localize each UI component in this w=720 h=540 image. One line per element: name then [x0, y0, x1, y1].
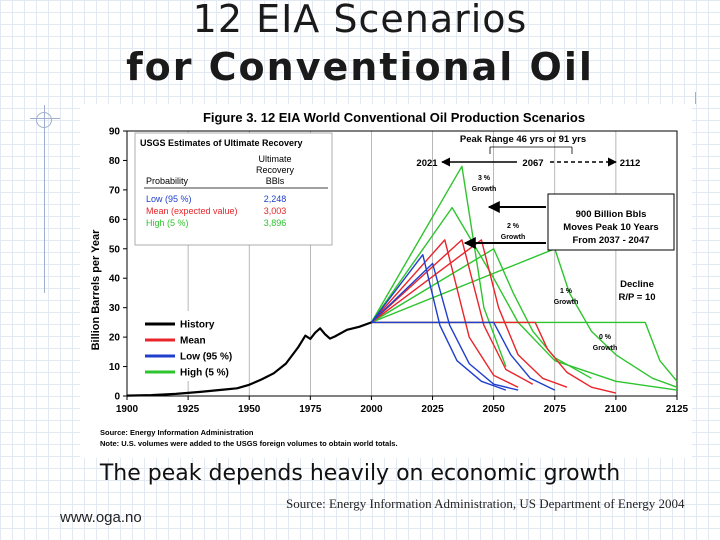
series-line-low — [370, 253, 507, 391]
peak-range-label: Peak Range 46 yrs or 91 yrs — [460, 134, 586, 145]
slide-title-line1: 12 EIA Scenarios — [192, 0, 528, 41]
annotation-box-text: 900 Billion Bbls — [576, 209, 647, 220]
legend-label: Mean — [180, 336, 206, 347]
x-tick-label: 2000 — [360, 404, 383, 415]
series-line-history — [126, 321, 372, 397]
legend-label: Low (95 %) — [180, 352, 232, 363]
y-tick-label: 50 — [109, 244, 121, 255]
usgs-row-value: 2,248 — [264, 194, 287, 204]
annotation-box-text: From 2037 - 2047 — [572, 235, 649, 246]
y-tick-label: 80 — [109, 156, 121, 167]
x-tick-label: 1900 — [116, 404, 139, 415]
growth-label: Growth — [501, 234, 526, 241]
chart-figure: Figure 3. 12 EIA World Conventional Oil … — [80, 104, 692, 458]
usgs-row-value: 3,896 — [264, 218, 287, 228]
chart-note: Note: U.S. volumes were added to the USG… — [100, 439, 398, 448]
y-tick-label: 0 — [114, 392, 120, 403]
x-tick-label: 1950 — [238, 404, 261, 415]
x-tick-label: 1975 — [299, 404, 322, 415]
growth-label: 2 % — [507, 223, 520, 230]
peak-year-label: 2067 — [522, 158, 543, 169]
x-tick-label: 1925 — [177, 404, 200, 415]
growth-label: Growth — [554, 299, 579, 306]
decor-circle — [36, 112, 52, 128]
slide-caption: The peak depends heavily on economic gro… — [99, 461, 621, 486]
decline-label: R/P = 10 — [618, 292, 655, 303]
usgs-table-box — [134, 132, 333, 246]
decor-line — [44, 105, 45, 293]
chart-title: Figure 3. 12 EIA World Conventional Oil … — [203, 110, 585, 125]
growth-label: Growth — [472, 186, 497, 193]
legend-label: High (5 %) — [180, 368, 229, 379]
growth-label: 1 % — [560, 288, 573, 295]
growth-label: 3 % — [478, 175, 491, 182]
y-tick-label: 20 — [109, 333, 121, 344]
usgs-col-header: Recovery — [256, 165, 295, 175]
y-axis-label: Billion Barrels per Year — [90, 229, 102, 351]
usgs-row-label: Mean (expected value) — [146, 206, 238, 216]
usgs-prob-header: Probability — [146, 176, 189, 186]
series-line-low — [371, 321, 556, 391]
y-tick-label: 10 — [109, 362, 121, 373]
usgs-table: USGS Estimates of Ultimate Recovery Ulti… — [134, 132, 333, 246]
usgs-row-label: Low (95 %) — [146, 194, 192, 204]
x-tick-label: 2050 — [483, 404, 506, 415]
usgs-col-header: Ultimate — [258, 154, 291, 164]
series-line-high — [371, 321, 678, 382]
x-tick-label: 2125 — [666, 404, 689, 415]
usgs-row-value: 3,003 — [264, 206, 287, 216]
chart-legend: History Mean Low (95 %) High (5 %) — [136, 311, 246, 381]
growth-label: Growth — [593, 345, 618, 352]
series-line-mean — [370, 239, 568, 388]
y-tick-label: 90 — [109, 127, 121, 138]
peak-year-label: 2112 — [620, 158, 641, 169]
plot-frame — [126, 130, 678, 397]
website-text: www.oga.no — [60, 509, 142, 526]
series-line-high — [371, 248, 678, 388]
usgs-table-title: USGS Estimates of Ultimate Recovery — [140, 138, 303, 148]
growth-label: 0 % — [599, 334, 612, 341]
series-line-mean — [370, 239, 534, 385]
x-tick-label: 2025 — [421, 404, 444, 415]
series-line-high — [370, 165, 507, 367]
series-line-low — [370, 262, 519, 391]
peak-year-label: 2021 — [416, 158, 438, 169]
chart-source-note: Source: Energy Information Administratio… — [100, 428, 254, 437]
series-line-mean — [370, 239, 519, 388]
slide-title-line2: for Conventional Oil — [126, 45, 594, 89]
annotation-box — [547, 193, 675, 251]
y-tick-label: 40 — [109, 274, 121, 285]
x-tick-label: 2075 — [544, 404, 567, 415]
y-tick-label: 70 — [109, 185, 121, 196]
y-tick-label: 60 — [109, 215, 121, 226]
y-tick-label: 30 — [109, 303, 121, 314]
usgs-row-label: High (5 %) — [146, 218, 189, 228]
annotation-box-text: Moves Peak 10 Years — [563, 222, 658, 233]
series-line-mean — [371, 321, 617, 394]
chart: Figure 3. 12 EIA World Conventional Oil … — [90, 110, 689, 448]
usgs-col-header: BBls — [266, 176, 285, 186]
legend-label: History — [180, 320, 215, 331]
source-credit: Source: Energy Information Administratio… — [286, 496, 685, 511]
decline-label: Decline — [620, 279, 654, 290]
decor-line — [695, 92, 696, 104]
x-tick-label: 2100 — [605, 404, 628, 415]
series-line-high — [371, 248, 592, 379]
